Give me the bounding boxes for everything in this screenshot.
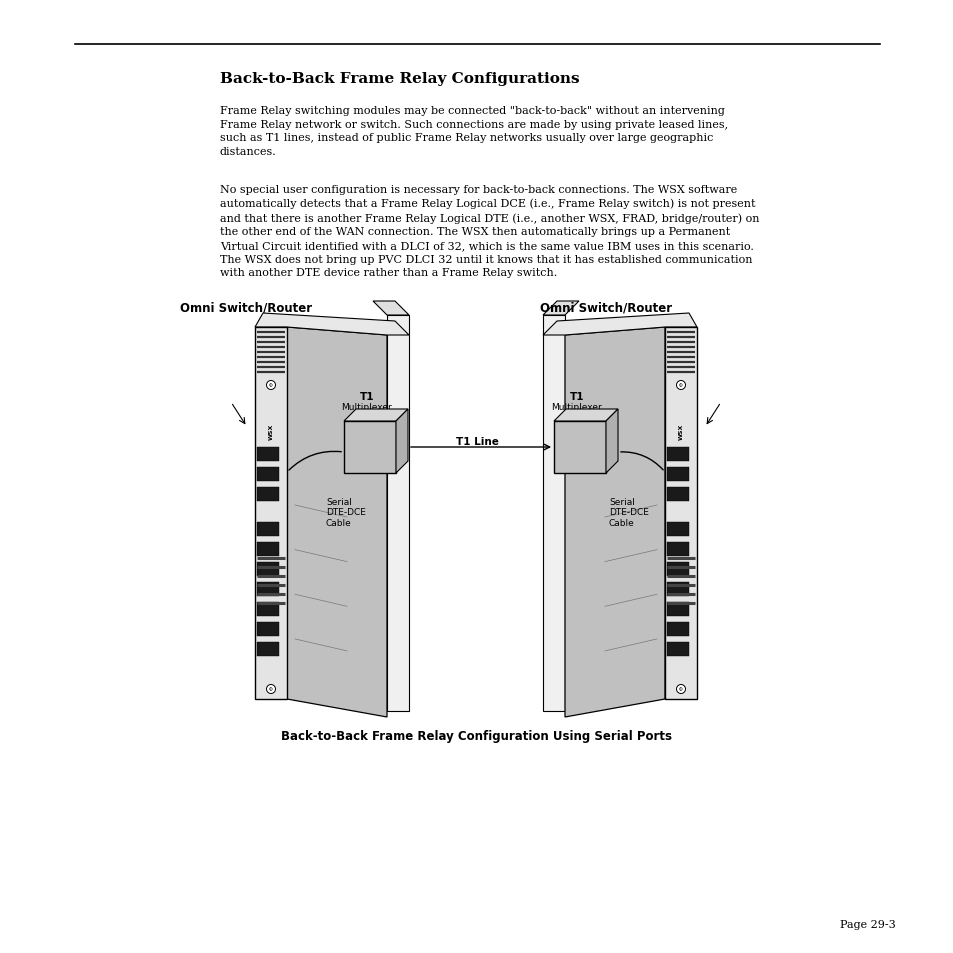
Text: Omni Switch/Router: Omni Switch/Router (180, 302, 312, 314)
Text: T1: T1 (359, 392, 374, 401)
Bar (666, 642, 688, 657)
Bar (344, 421, 395, 474)
Polygon shape (664, 328, 697, 700)
Text: Serial
DTE-DCE
Cable: Serial DTE-DCE Cable (326, 497, 366, 527)
Bar (666, 448, 688, 461)
Polygon shape (605, 410, 618, 474)
Bar (256, 448, 278, 461)
Text: Page 29-3: Page 29-3 (840, 919, 895, 929)
Text: WSX: WSX (678, 423, 682, 440)
Text: WSX: WSX (268, 423, 274, 440)
Polygon shape (542, 302, 578, 315)
Bar (256, 582, 278, 597)
Bar (666, 468, 688, 481)
Polygon shape (287, 328, 387, 718)
Polygon shape (373, 302, 409, 315)
Circle shape (266, 685, 275, 694)
Polygon shape (564, 328, 664, 718)
Bar (666, 488, 688, 501)
Text: Omni Switch/Router: Omni Switch/Router (539, 302, 672, 314)
Bar (554, 421, 605, 474)
Bar (666, 582, 688, 597)
Polygon shape (542, 314, 697, 335)
Text: Back-to-Back Frame Relay Configurations: Back-to-Back Frame Relay Configurations (220, 71, 579, 86)
Polygon shape (344, 410, 408, 421)
Bar (666, 542, 688, 557)
Polygon shape (554, 410, 618, 421)
Bar (256, 602, 278, 617)
Text: Φ: Φ (269, 687, 273, 692)
Bar (256, 468, 278, 481)
Bar (666, 522, 688, 537)
Text: Multiplexer: Multiplexer (551, 402, 601, 412)
Bar (256, 522, 278, 537)
Bar (542, 315, 564, 711)
Text: T1: T1 (569, 392, 583, 401)
Circle shape (676, 381, 685, 390)
Bar (256, 488, 278, 501)
Polygon shape (254, 328, 287, 700)
Bar (256, 642, 278, 657)
Bar (666, 622, 688, 637)
Circle shape (676, 685, 685, 694)
Bar (666, 602, 688, 617)
Text: Frame Relay switching modules may be connected "back-to-back" without an interve: Frame Relay switching modules may be con… (220, 106, 727, 156)
Text: Φ: Φ (679, 383, 682, 388)
Text: Back-to-Back Frame Relay Configuration Using Serial Ports: Back-to-Back Frame Relay Configuration U… (281, 729, 672, 742)
Text: Serial
DTE-DCE
Cable: Serial DTE-DCE Cable (608, 497, 648, 527)
Bar (256, 542, 278, 557)
Text: Multiplexer: Multiplexer (341, 402, 392, 412)
Bar (387, 315, 409, 711)
Text: Φ: Φ (269, 383, 273, 388)
Polygon shape (395, 410, 408, 474)
Text: T1 Line: T1 Line (456, 436, 497, 447)
Bar (256, 622, 278, 637)
Bar (666, 562, 688, 577)
Polygon shape (254, 314, 409, 335)
Text: Φ: Φ (679, 687, 682, 692)
Circle shape (266, 381, 275, 390)
Bar (256, 562, 278, 577)
Text: No special user configuration is necessary for back-to-back connections. The WSX: No special user configuration is necessa… (220, 185, 759, 278)
